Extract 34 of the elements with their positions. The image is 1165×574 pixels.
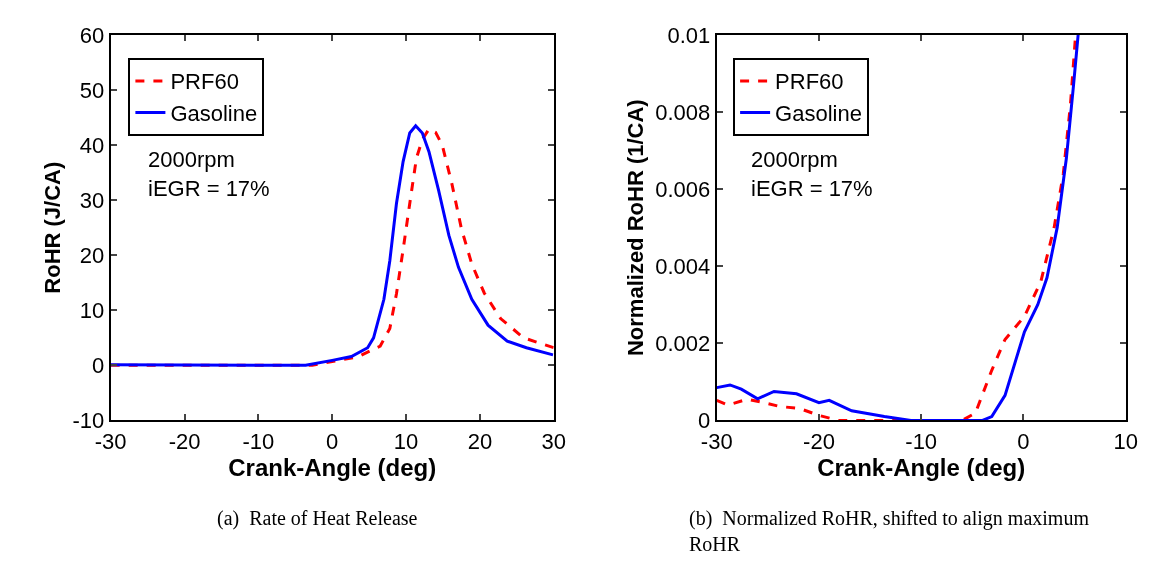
x-tick-label: 20 [467, 428, 493, 454]
annotation: 2000rpm iEGR = 17% [751, 147, 873, 201]
annotation: 2000rpm iEGR = 17% [148, 147, 270, 201]
x-tick-label: 0 [1017, 428, 1030, 454]
y-tick-label: 0 [92, 353, 105, 379]
legend-label: PRF60 [170, 69, 239, 95]
x-tick-label: 30 [541, 428, 566, 454]
y-tick-label: 30 [79, 187, 105, 213]
y-tick-label: 50 [79, 77, 105, 103]
y-tick-label: 0.006 [655, 176, 711, 202]
x-tick-label: -20 [168, 428, 201, 454]
x-axis-title: Crank-Angle (deg) [817, 453, 1026, 481]
y-tick-label: 0.004 [655, 253, 711, 279]
x-tick-label: 10 [393, 428, 419, 454]
y-axis-title: Normalized RoHR (1/CA) [622, 99, 648, 357]
y-tick-label: 20 [79, 242, 105, 268]
y-tick-label: 0.01 [667, 22, 711, 48]
x-tick-label: -10 [905, 428, 938, 454]
legend-label: Gasoline [170, 101, 258, 127]
y-axis-title: RoHR (J/CA) [39, 161, 65, 294]
y-tick-label: 0.002 [655, 331, 711, 357]
legend-label: Gasoline [775, 101, 862, 127]
x-tick-label: -20 [803, 428, 835, 454]
y-tick-label: 60 [79, 22, 105, 48]
text: (b) Normalized RoHR, shifted to align maximum RoHR [689, 507, 1090, 555]
x-tick-label: 10 [1113, 428, 1138, 454]
text: (a) Rate of Heat Release [217, 507, 418, 530]
x-tick-label: -10 [242, 428, 275, 454]
y-tick-label: 0.008 [655, 99, 711, 125]
y-tick-label: 40 [79, 132, 105, 158]
x-tick-label: 0 [326, 428, 339, 454]
legend-label: PRF60 [775, 69, 844, 95]
x-axis-title: Crank-Angle (deg) [228, 453, 437, 481]
y-tick-label: 10 [79, 297, 105, 323]
